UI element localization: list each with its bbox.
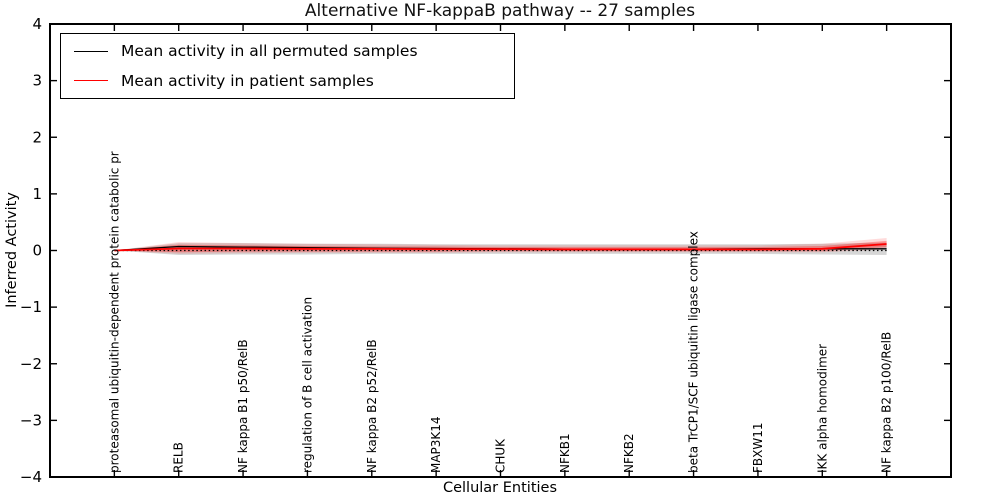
x-tick-label: regulation of B cell activation bbox=[300, 297, 314, 473]
x-tick-label: NF kappa B2 p100/RelB bbox=[880, 332, 894, 473]
y-axis-label: Inferred Activity bbox=[4, 192, 20, 308]
x-tick-label: FBXW11 bbox=[751, 423, 765, 474]
x-tick-label: MAP3K14 bbox=[429, 416, 443, 473]
y-tick-label: −4 bbox=[20, 468, 42, 486]
y-tick-label: 1 bbox=[32, 185, 42, 203]
legend-label-patient: Mean activity in patient samples bbox=[121, 71, 374, 90]
x-tick-label: beta TrCP1/SCF ubiquitin ligase complex bbox=[687, 231, 701, 473]
legend-item-permuted: Mean activity in all permuted samples bbox=[61, 37, 514, 65]
y-tick-label: 2 bbox=[32, 128, 42, 146]
y-tick-label: 3 bbox=[32, 72, 42, 90]
legend: Mean activity in all permuted samples Me… bbox=[60, 33, 515, 99]
permuted-line-sample-icon bbox=[74, 50, 108, 52]
x-tick-label: NF kappa B2 p52/RelB bbox=[365, 339, 379, 473]
y-tick-label: −3 bbox=[20, 411, 42, 429]
chart-title: Alternative NF-kappaB pathway -- 27 samp… bbox=[304, 1, 696, 21]
x-tick-label: IKK alpha homodimer bbox=[815, 344, 829, 473]
patient-line-sample-icon bbox=[74, 80, 108, 82]
x-tick-label: NFKB2 bbox=[622, 433, 636, 473]
y-tick-label: 0 bbox=[32, 242, 42, 260]
x-tick-label: NF kappa B1 p50/RelB bbox=[236, 339, 250, 473]
y-tick-label: −1 bbox=[20, 298, 42, 316]
x-axis-label: Cellular Entities bbox=[442, 480, 558, 496]
patient-mean-line bbox=[114, 243, 887, 252]
x-tick-label: CHUK bbox=[494, 438, 508, 473]
legend-item-patient: Mean activity in patient samples bbox=[61, 67, 514, 95]
y-tick-label: −2 bbox=[20, 355, 42, 373]
x-tick-label: NFKB1 bbox=[558, 433, 572, 473]
legend-label-permuted: Mean activity in all permuted samples bbox=[121, 42, 418, 61]
x-tick-label: proteasomal ubiquitin-dependent protein … bbox=[107, 151, 121, 473]
x-tick-label: RELB bbox=[172, 442, 186, 473]
y-tick-label: 4 bbox=[32, 15, 42, 33]
